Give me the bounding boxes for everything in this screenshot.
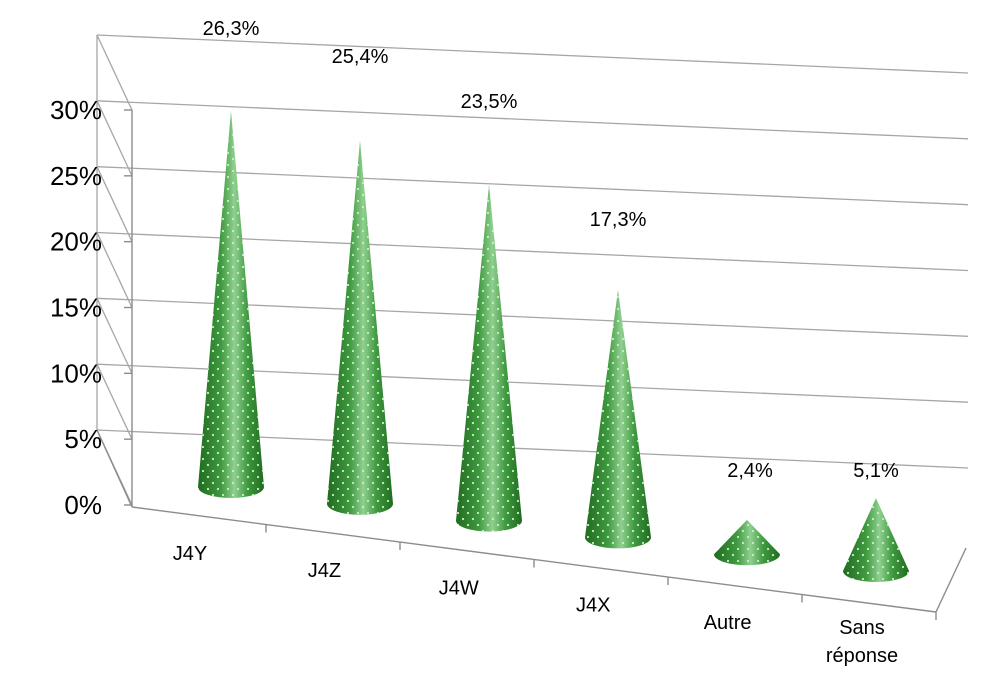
x-tick-label: J4X <box>576 595 610 617</box>
left-wall-gridline <box>96 298 133 374</box>
cone-texture <box>198 110 264 498</box>
left-wall-gridline <box>96 166 133 242</box>
x-tick-label: J4Z <box>308 560 341 582</box>
x-tick-label: J4Y <box>173 543 207 565</box>
floor-left-edge <box>96 429 133 508</box>
data-label: 2,4% <box>727 460 773 482</box>
cone-texture <box>714 519 780 566</box>
data-labels: 26,3% 25,4% 23,5% 17,3% 2,4% 5,1% <box>203 18 899 482</box>
y-tick-label: 0% <box>64 490 102 520</box>
cones <box>198 110 909 582</box>
y-tick-label: 15% <box>50 293 102 323</box>
y-tick-label: 10% <box>50 358 102 388</box>
left-wall-gridline <box>96 363 133 440</box>
gridline <box>96 34 969 74</box>
x-tick-label-line: Autre <box>704 612 752 634</box>
cone-bar <box>198 110 264 498</box>
floor-right-edge <box>935 547 967 613</box>
y-tick-label: 30% <box>50 95 102 125</box>
x-tick-label-line: J4Z <box>308 560 341 582</box>
data-label: 23,5% <box>461 91 518 113</box>
left-wall-gridline <box>96 232 133 308</box>
gridline <box>96 100 969 140</box>
x-tick-label-line: J4Y <box>173 543 207 565</box>
data-label: 26,3% <box>203 18 260 40</box>
y-tick-label: 5% <box>64 424 102 454</box>
x-tick-label: J4W <box>439 577 479 599</box>
x-axis-tick-labels: J4Y J4Z J4W J4X Autre Sans réponse <box>173 524 937 667</box>
y-tick-label: 20% <box>50 227 102 257</box>
cone-texture <box>327 140 393 515</box>
cone-bar <box>843 498 909 582</box>
gridline <box>96 166 969 206</box>
y-tick-label: 25% <box>50 161 102 191</box>
cone-texture <box>843 498 909 582</box>
data-label: 25,4% <box>332 46 389 68</box>
x-tick-label: Sans réponse <box>826 617 898 667</box>
x-tick-label-line: J4W <box>439 577 479 599</box>
data-label: 5,1% <box>853 460 899 482</box>
cone-bar <box>714 519 780 566</box>
left-wall-gridline <box>96 34 133 111</box>
cone-bar <box>585 290 651 549</box>
cone-texture <box>585 290 651 549</box>
x-tick-label-line: Sans <box>839 617 885 639</box>
data-label: 17,3% <box>590 209 647 231</box>
cone-bar <box>456 184 522 532</box>
x-tick-label: Autre <box>704 612 752 634</box>
y-axis-tick-labels: 0% 5% 10% 15% 20% 25% 30% <box>50 95 132 520</box>
x-tick-label-line: réponse <box>826 645 898 667</box>
left-wall-gridline <box>96 100 133 177</box>
cone-texture <box>456 184 522 532</box>
x-tick-label-line: J4X <box>576 595 610 617</box>
cone-bar <box>327 140 393 515</box>
